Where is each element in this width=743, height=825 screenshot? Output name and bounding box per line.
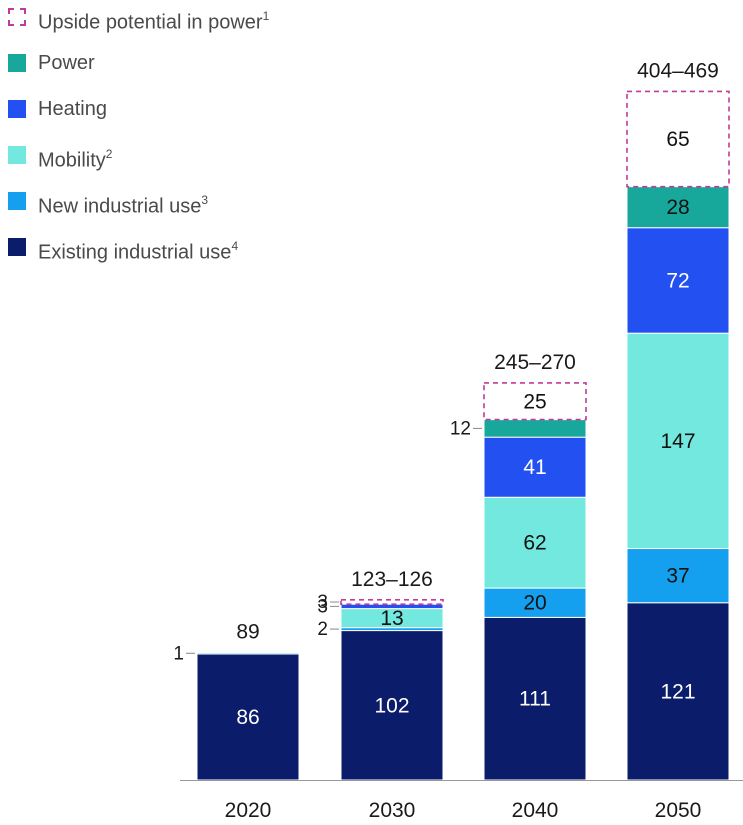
- bar-segment-new_industrial-2050: [626, 548, 730, 604]
- bar-segment-upside-2040: [483, 382, 587, 421]
- legend-label-existing: Existing industrial use4: [38, 239, 239, 264]
- segment-label-existing-2020: 86: [236, 706, 259, 729]
- segment-label-heating-2040: 41: [523, 456, 546, 479]
- legend-footnote-mobility: 2: [105, 147, 113, 161]
- total-label-2050: 404–469: [637, 59, 719, 82]
- x-tick-label-2040: 2040: [512, 799, 559, 822]
- bar-segment-existing-2020: [196, 653, 300, 781]
- segment-label-power-2050: 28: [666, 196, 689, 219]
- bar-segment-power-2040: [483, 419, 587, 438]
- bar-segment-existing-2050: [626, 602, 730, 781]
- legend-label-upside: Upside potential in power1: [38, 9, 270, 34]
- legend-swatch-existing: [8, 238, 26, 256]
- segment-label-heating-2050: 72: [666, 269, 689, 292]
- segment-label-mobility-2030: 13: [380, 607, 403, 630]
- side-label-heating-2030: 3: [317, 596, 328, 617]
- total-label-2040: 245–270: [494, 351, 576, 374]
- legend-label-power: Power: [38, 52, 95, 74]
- bar-segment-new_industrial-2040: [483, 587, 587, 618]
- segment-label-existing-2030: 102: [374, 694, 409, 717]
- legend-footnote-upside: 1: [262, 9, 270, 23]
- segment-label-new_industrial-2050: 37: [666, 565, 689, 588]
- bar-segment-power-2050: [626, 186, 730, 229]
- bar-segment-mobility-2040: [483, 496, 587, 589]
- side-label-new_industrial-2030: 2: [317, 619, 328, 640]
- legend-swatch-mobility: [8, 146, 26, 164]
- x-tick-label-2050: 2050: [655, 799, 702, 822]
- legend-swatch-upside: [8, 8, 26, 26]
- segment-label-mobility-2050: 147: [660, 430, 695, 453]
- segment-label-new_industrial-2040: 20: [523, 592, 546, 615]
- bar-segment-existing-2040: [483, 616, 587, 781]
- legend-swatch-heating: [8, 100, 26, 118]
- legend-label-new_industrial: New industrial use3: [38, 193, 209, 218]
- segment-label-upside-2040: 25: [523, 390, 546, 413]
- legend-label-heating: Heating: [38, 98, 107, 120]
- bar-segment-mobility-2020: [196, 652, 300, 655]
- legend-footnote-existing: 4: [231, 239, 239, 253]
- bar-segment-upside-2030: [340, 599, 444, 605]
- segment-label-existing-2050: 121: [660, 680, 695, 703]
- side-label-mobility-2020: 1: [173, 643, 184, 664]
- bar-segment-upside-2050: [626, 90, 730, 188]
- side-label-upside-2030: 3: [317, 592, 328, 613]
- bar-segment-heating-2050: [626, 227, 730, 334]
- segment-label-upside-2050: 65: [666, 128, 689, 151]
- segment-label-existing-2040: 111: [519, 688, 551, 711]
- legend-swatch-new_industrial: [8, 192, 26, 210]
- x-tick-label-2020: 2020: [225, 799, 272, 822]
- bar-segment-mobility-2050: [626, 332, 730, 550]
- side-label-power-2040: 12: [450, 418, 471, 439]
- x-tick-label-2030: 2030: [369, 799, 416, 822]
- legend-label-mobility: Mobility2: [38, 147, 113, 172]
- legend-swatch-power: [8, 54, 26, 72]
- segment-label-mobility-2040: 62: [523, 532, 546, 555]
- bar-segment-heating-2040: [483, 436, 587, 498]
- total-label-2030: 123–126: [351, 568, 433, 591]
- total-label-2020: 89: [236, 621, 259, 644]
- legend-footnote-new_industrial: 3: [201, 193, 209, 207]
- bar-segment-existing-2030: [340, 630, 444, 781]
